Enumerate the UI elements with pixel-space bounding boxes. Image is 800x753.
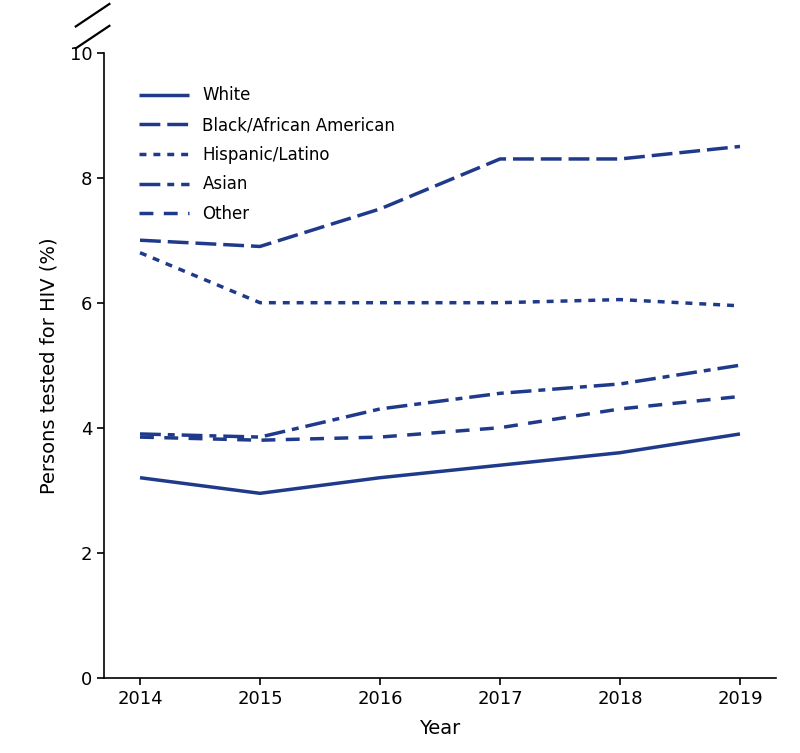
Other [255, 436, 265, 445]
Y-axis label: Persons tested for HIV (%): Persons tested for HIV (%) [39, 237, 58, 493]
Asian [375, 404, 385, 413]
Black/African American [495, 154, 505, 163]
Hispanic/Latino [495, 298, 505, 307]
Asian [615, 380, 625, 389]
White [615, 448, 625, 457]
Black/African American [735, 142, 745, 151]
Line: White: White [140, 434, 740, 493]
Other [135, 432, 145, 441]
Hispanic/Latino [135, 248, 145, 258]
Asian [255, 432, 265, 441]
Asian [735, 361, 745, 370]
Black/African American [135, 236, 145, 245]
Hispanic/Latino [375, 298, 385, 307]
Line: Hispanic/Latino: Hispanic/Latino [140, 253, 740, 306]
Asian [135, 429, 145, 438]
Hispanic/Latino [615, 295, 625, 304]
White [135, 473, 145, 482]
Black/African American [255, 242, 265, 251]
Other [495, 423, 505, 432]
Line: Asian: Asian [140, 365, 740, 437]
Other [735, 392, 745, 401]
Text: 100: 100 [54, 0, 87, 2]
Hispanic/Latino [255, 298, 265, 307]
White [495, 461, 505, 470]
Legend: White, Black/African American, Hispanic/Latino, Asian, Other: White, Black/African American, Hispanic/… [133, 80, 402, 230]
Line: Black/African American: Black/African American [140, 146, 740, 246]
Other [615, 404, 625, 413]
White [735, 429, 745, 438]
Other [375, 432, 385, 441]
White [375, 473, 385, 482]
Asian [495, 389, 505, 398]
Black/African American [375, 204, 385, 213]
White [255, 489, 265, 498]
Line: Other: Other [140, 396, 740, 441]
X-axis label: Year: Year [419, 718, 461, 738]
Black/African American [615, 154, 625, 163]
Hispanic/Latino [735, 301, 745, 310]
